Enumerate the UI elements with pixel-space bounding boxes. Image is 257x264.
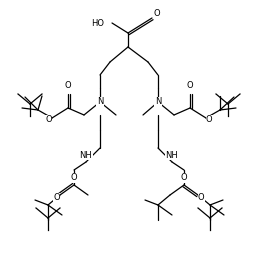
- Text: O: O: [53, 194, 60, 202]
- Text: O: O: [71, 173, 77, 182]
- Text: N: N: [155, 97, 161, 106]
- Text: O: O: [154, 8, 160, 17]
- Text: O: O: [45, 116, 52, 125]
- Text: HO: HO: [91, 18, 104, 27]
- Text: O: O: [65, 81, 71, 89]
- Text: NH: NH: [80, 150, 92, 159]
- Text: O: O: [206, 116, 213, 125]
- Text: O: O: [187, 81, 193, 89]
- Text: O: O: [181, 173, 187, 182]
- Text: NH: NH: [166, 150, 178, 159]
- Text: N: N: [97, 97, 103, 106]
- Text: O: O: [198, 194, 205, 202]
